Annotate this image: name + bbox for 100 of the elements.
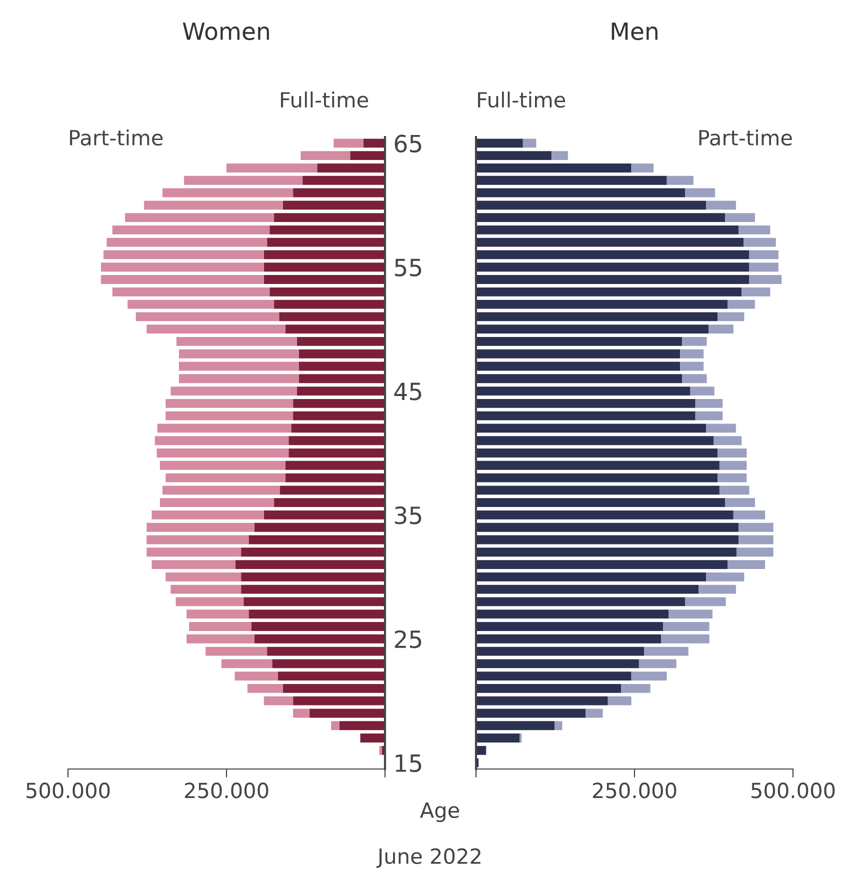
bar	[298, 374, 385, 384]
bar	[661, 634, 710, 644]
bar	[264, 250, 385, 260]
bar	[264, 275, 385, 284]
bar	[476, 672, 632, 681]
bar	[476, 337, 682, 346]
bar	[298, 362, 385, 371]
bar	[476, 151, 552, 160]
bar	[476, 262, 750, 272]
series-label: Part-time	[70, 129, 163, 146]
bar	[274, 300, 385, 309]
bar	[350, 151, 385, 160]
y-tick-label: 65	[394, 134, 422, 152]
text: June 2022	[376, 848, 480, 868]
bar	[293, 411, 385, 420]
bar	[302, 176, 385, 185]
bar	[339, 721, 385, 730]
bar	[298, 349, 385, 358]
bar	[476, 522, 738, 532]
bar	[476, 634, 662, 644]
bar	[162, 188, 294, 198]
bar	[714, 436, 742, 446]
bar	[136, 312, 280, 322]
bar	[725, 213, 755, 222]
bar	[695, 398, 723, 408]
bar	[317, 164, 385, 172]
bar	[476, 597, 686, 606]
bar	[476, 362, 680, 371]
bar	[476, 498, 726, 508]
bar	[160, 460, 286, 470]
bar	[476, 138, 523, 148]
bar	[186, 634, 254, 644]
bar	[476, 324, 709, 334]
bar	[663, 622, 710, 631]
y-axis-title: Age	[420, 802, 460, 822]
bar	[738, 535, 774, 544]
bar	[278, 672, 385, 681]
bar	[476, 584, 699, 594]
bar	[166, 572, 242, 582]
bar	[100, 275, 264, 284]
bar	[718, 448, 747, 458]
bar	[476, 510, 734, 520]
bar	[226, 164, 318, 172]
bar	[738, 522, 774, 532]
series-label: Part-time	[699, 129, 792, 146]
bar	[476, 287, 742, 296]
bar	[235, 560, 385, 569]
bar	[749, 250, 778, 260]
bar	[638, 659, 676, 668]
bar	[186, 610, 249, 619]
bar	[285, 460, 385, 470]
x-tick-label: 500.000	[752, 782, 835, 798]
bar	[251, 622, 385, 631]
bar	[744, 238, 776, 247]
bar	[146, 522, 254, 532]
bar	[248, 535, 385, 544]
bar	[184, 176, 303, 185]
bar	[476, 398, 696, 408]
bar	[221, 659, 272, 668]
bar	[128, 300, 274, 309]
bar	[125, 213, 274, 222]
bar	[241, 584, 385, 594]
bar	[270, 287, 385, 296]
bar	[476, 312, 718, 322]
bar	[264, 696, 294, 706]
bar	[104, 250, 264, 260]
bar	[166, 411, 294, 420]
bar	[270, 225, 385, 234]
bar	[234, 672, 278, 681]
bar	[241, 572, 385, 582]
bar	[331, 721, 340, 730]
bar	[680, 349, 704, 358]
bar	[112, 287, 270, 296]
bar	[146, 324, 286, 334]
bar	[146, 535, 249, 544]
bar	[586, 708, 603, 718]
bar	[476, 275, 750, 284]
bar	[360, 734, 385, 742]
bar	[363, 138, 385, 148]
bar	[476, 349, 680, 358]
y-tick-label: 45	[394, 382, 422, 400]
bar	[725, 498, 755, 508]
bar	[476, 213, 726, 222]
x-tick-label: 500.000	[26, 782, 110, 798]
bar	[476, 411, 696, 420]
bar	[476, 436, 714, 446]
bar	[162, 486, 280, 495]
bar	[631, 164, 654, 172]
bar	[476, 188, 686, 198]
chart-title: Men	[612, 22, 658, 40]
bar	[476, 659, 639, 668]
bar	[476, 610, 669, 619]
bar	[300, 151, 350, 160]
bar	[106, 238, 268, 247]
bar	[254, 522, 385, 532]
bar	[749, 275, 782, 284]
bar	[749, 262, 778, 272]
bar	[293, 708, 310, 718]
bar	[176, 597, 244, 606]
bar	[274, 213, 385, 222]
